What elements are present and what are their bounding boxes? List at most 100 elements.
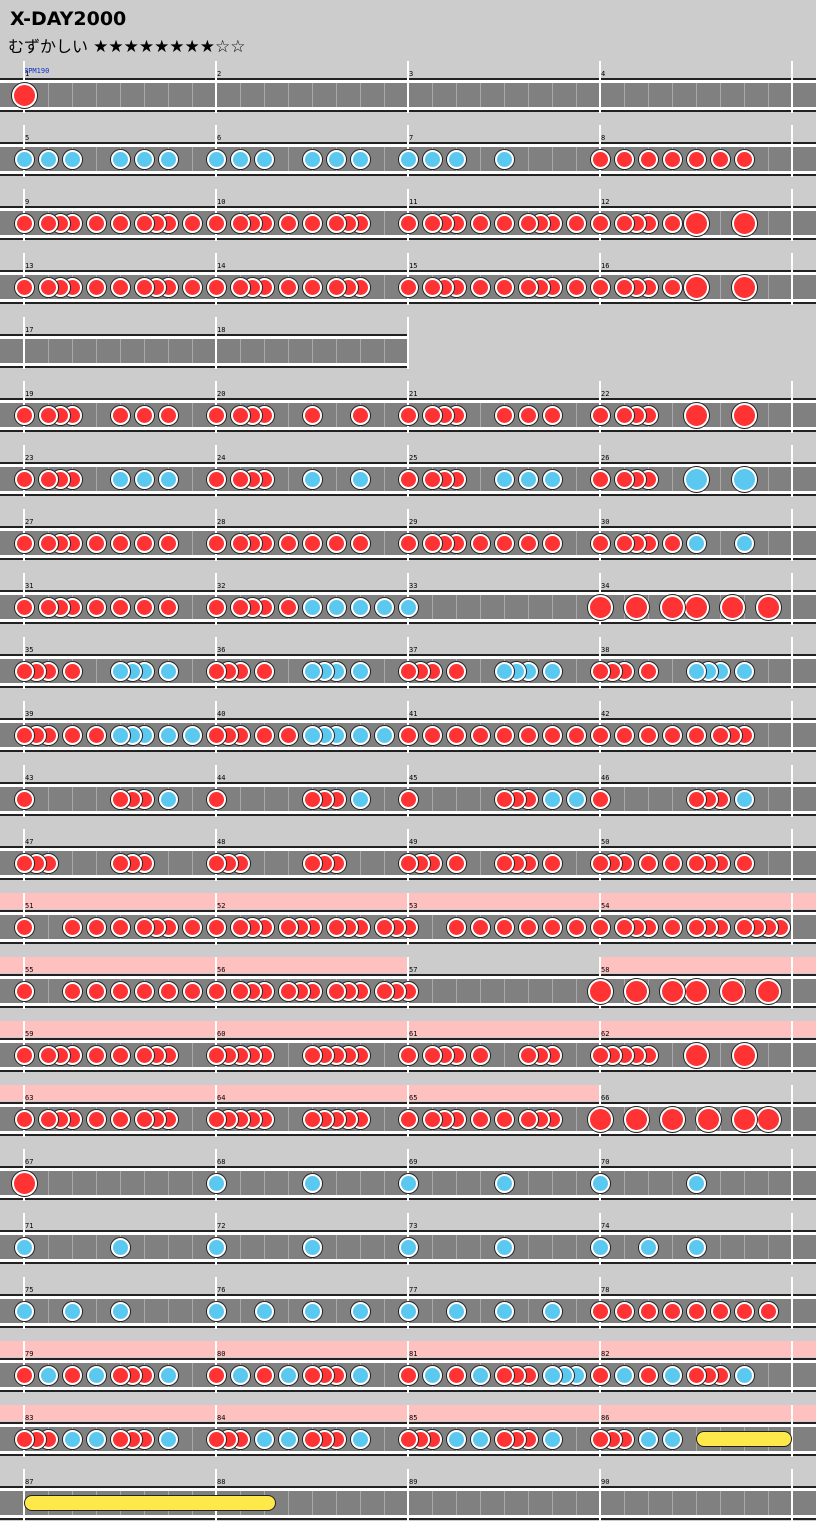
- bar-line: [791, 1405, 793, 1457]
- measure-number: 8: [601, 134, 606, 142]
- measure-number: 60: [217, 1030, 226, 1038]
- bar-line: [23, 317, 25, 369]
- gogo-section: [600, 957, 816, 973]
- don-note: [206, 661, 226, 681]
- don-note: [446, 661, 466, 681]
- beat-line: [480, 979, 481, 1003]
- don-note: [134, 213, 154, 233]
- bar-line: [791, 381, 793, 433]
- don-note: [470, 917, 490, 937]
- measure-number: 57: [409, 966, 418, 974]
- ka-note: [542, 661, 562, 681]
- don-note: [278, 725, 298, 745]
- ka-note: [86, 1429, 106, 1449]
- bar-line: [407, 317, 409, 369]
- don-note: [230, 277, 250, 297]
- don-note: [398, 1109, 418, 1129]
- measure-number: 84: [217, 1414, 226, 1422]
- ka-note: [494, 1301, 514, 1321]
- ka-note: [158, 1365, 178, 1385]
- measure-number: 68: [217, 1158, 226, 1166]
- don-note: [494, 1109, 514, 1129]
- beat-line: [384, 1299, 385, 1323]
- beat-line: [96, 851, 97, 875]
- don-note: [422, 1045, 442, 1065]
- ka-note: [14, 1237, 34, 1257]
- chart-row: 39 40 41 42: [0, 701, 816, 753]
- ka-note: [686, 533, 706, 553]
- measure-number: 67: [25, 1158, 34, 1166]
- measure-number: 59: [25, 1030, 34, 1038]
- beat-line: [744, 83, 745, 107]
- ka-note: [686, 1173, 706, 1193]
- beat-line: [96, 1235, 97, 1259]
- beat-line: [288, 147, 289, 171]
- measure-number: 34: [601, 582, 610, 590]
- ka-note: [374, 725, 394, 745]
- don-note: [62, 1365, 82, 1385]
- beat-line: [480, 1171, 481, 1195]
- beat-line: [720, 275, 721, 299]
- ka-note: [590, 1237, 610, 1257]
- don-note: [590, 725, 610, 745]
- don-note: [14, 853, 34, 873]
- beat-line: [576, 1491, 577, 1515]
- beat-line: [576, 1043, 577, 1067]
- beat-line: [72, 1235, 73, 1259]
- beat-line: [720, 531, 721, 555]
- beat-line: [504, 595, 505, 619]
- don-note: [86, 1045, 106, 1065]
- beat-line: [456, 787, 457, 811]
- beat-line: [48, 979, 49, 1003]
- don-note: [398, 469, 418, 489]
- beat-line: [432, 1171, 433, 1195]
- ka-note: [158, 149, 178, 169]
- ka-note: [62, 1301, 82, 1321]
- beat-line: [480, 1491, 481, 1515]
- don-note: [14, 405, 34, 425]
- don-note: [14, 981, 34, 1001]
- beat-line: [144, 1299, 145, 1323]
- beat-line: [48, 1299, 49, 1323]
- measure-number: 88: [217, 1478, 226, 1486]
- measure-number: 80: [217, 1350, 226, 1358]
- don-note: [542, 853, 562, 873]
- beat-line: [480, 403, 481, 427]
- don-note: [422, 533, 442, 553]
- big-don-note: [731, 1042, 757, 1068]
- measure-number: 29: [409, 518, 418, 526]
- beat-line: [720, 1491, 721, 1515]
- beat-line: [480, 1235, 481, 1259]
- ka-note: [110, 1301, 130, 1321]
- ka-note: [542, 469, 562, 489]
- beat-line: [288, 787, 289, 811]
- don-note: [134, 981, 154, 1001]
- don-note: [446, 853, 466, 873]
- don-note: [662, 725, 682, 745]
- beat-line: [768, 659, 769, 683]
- don-note: [614, 213, 634, 233]
- beat-line: [168, 851, 169, 875]
- ka-note: [158, 789, 178, 809]
- beat-line: [192, 1235, 193, 1259]
- beat-line: [240, 1235, 241, 1259]
- measure-number: 51: [25, 902, 34, 910]
- ka-note: [350, 1429, 370, 1449]
- ka-note: [686, 661, 706, 681]
- big-don-note: [623, 594, 649, 620]
- don-note: [638, 1365, 658, 1385]
- drumroll-note: [24, 1495, 276, 1511]
- ka-note: [62, 149, 82, 169]
- beat-line: [72, 1171, 73, 1195]
- ka-note: [278, 1365, 298, 1385]
- don-note: [86, 725, 106, 745]
- beat-line: [552, 1491, 553, 1515]
- beat-line: [240, 83, 241, 107]
- beat-line: [360, 1171, 361, 1195]
- don-note: [134, 1109, 154, 1129]
- don-note: [614, 469, 634, 489]
- measure-number: 36: [217, 646, 226, 654]
- beat-line: [312, 339, 313, 363]
- big-don-note: [755, 978, 781, 1004]
- beat-line: [288, 659, 289, 683]
